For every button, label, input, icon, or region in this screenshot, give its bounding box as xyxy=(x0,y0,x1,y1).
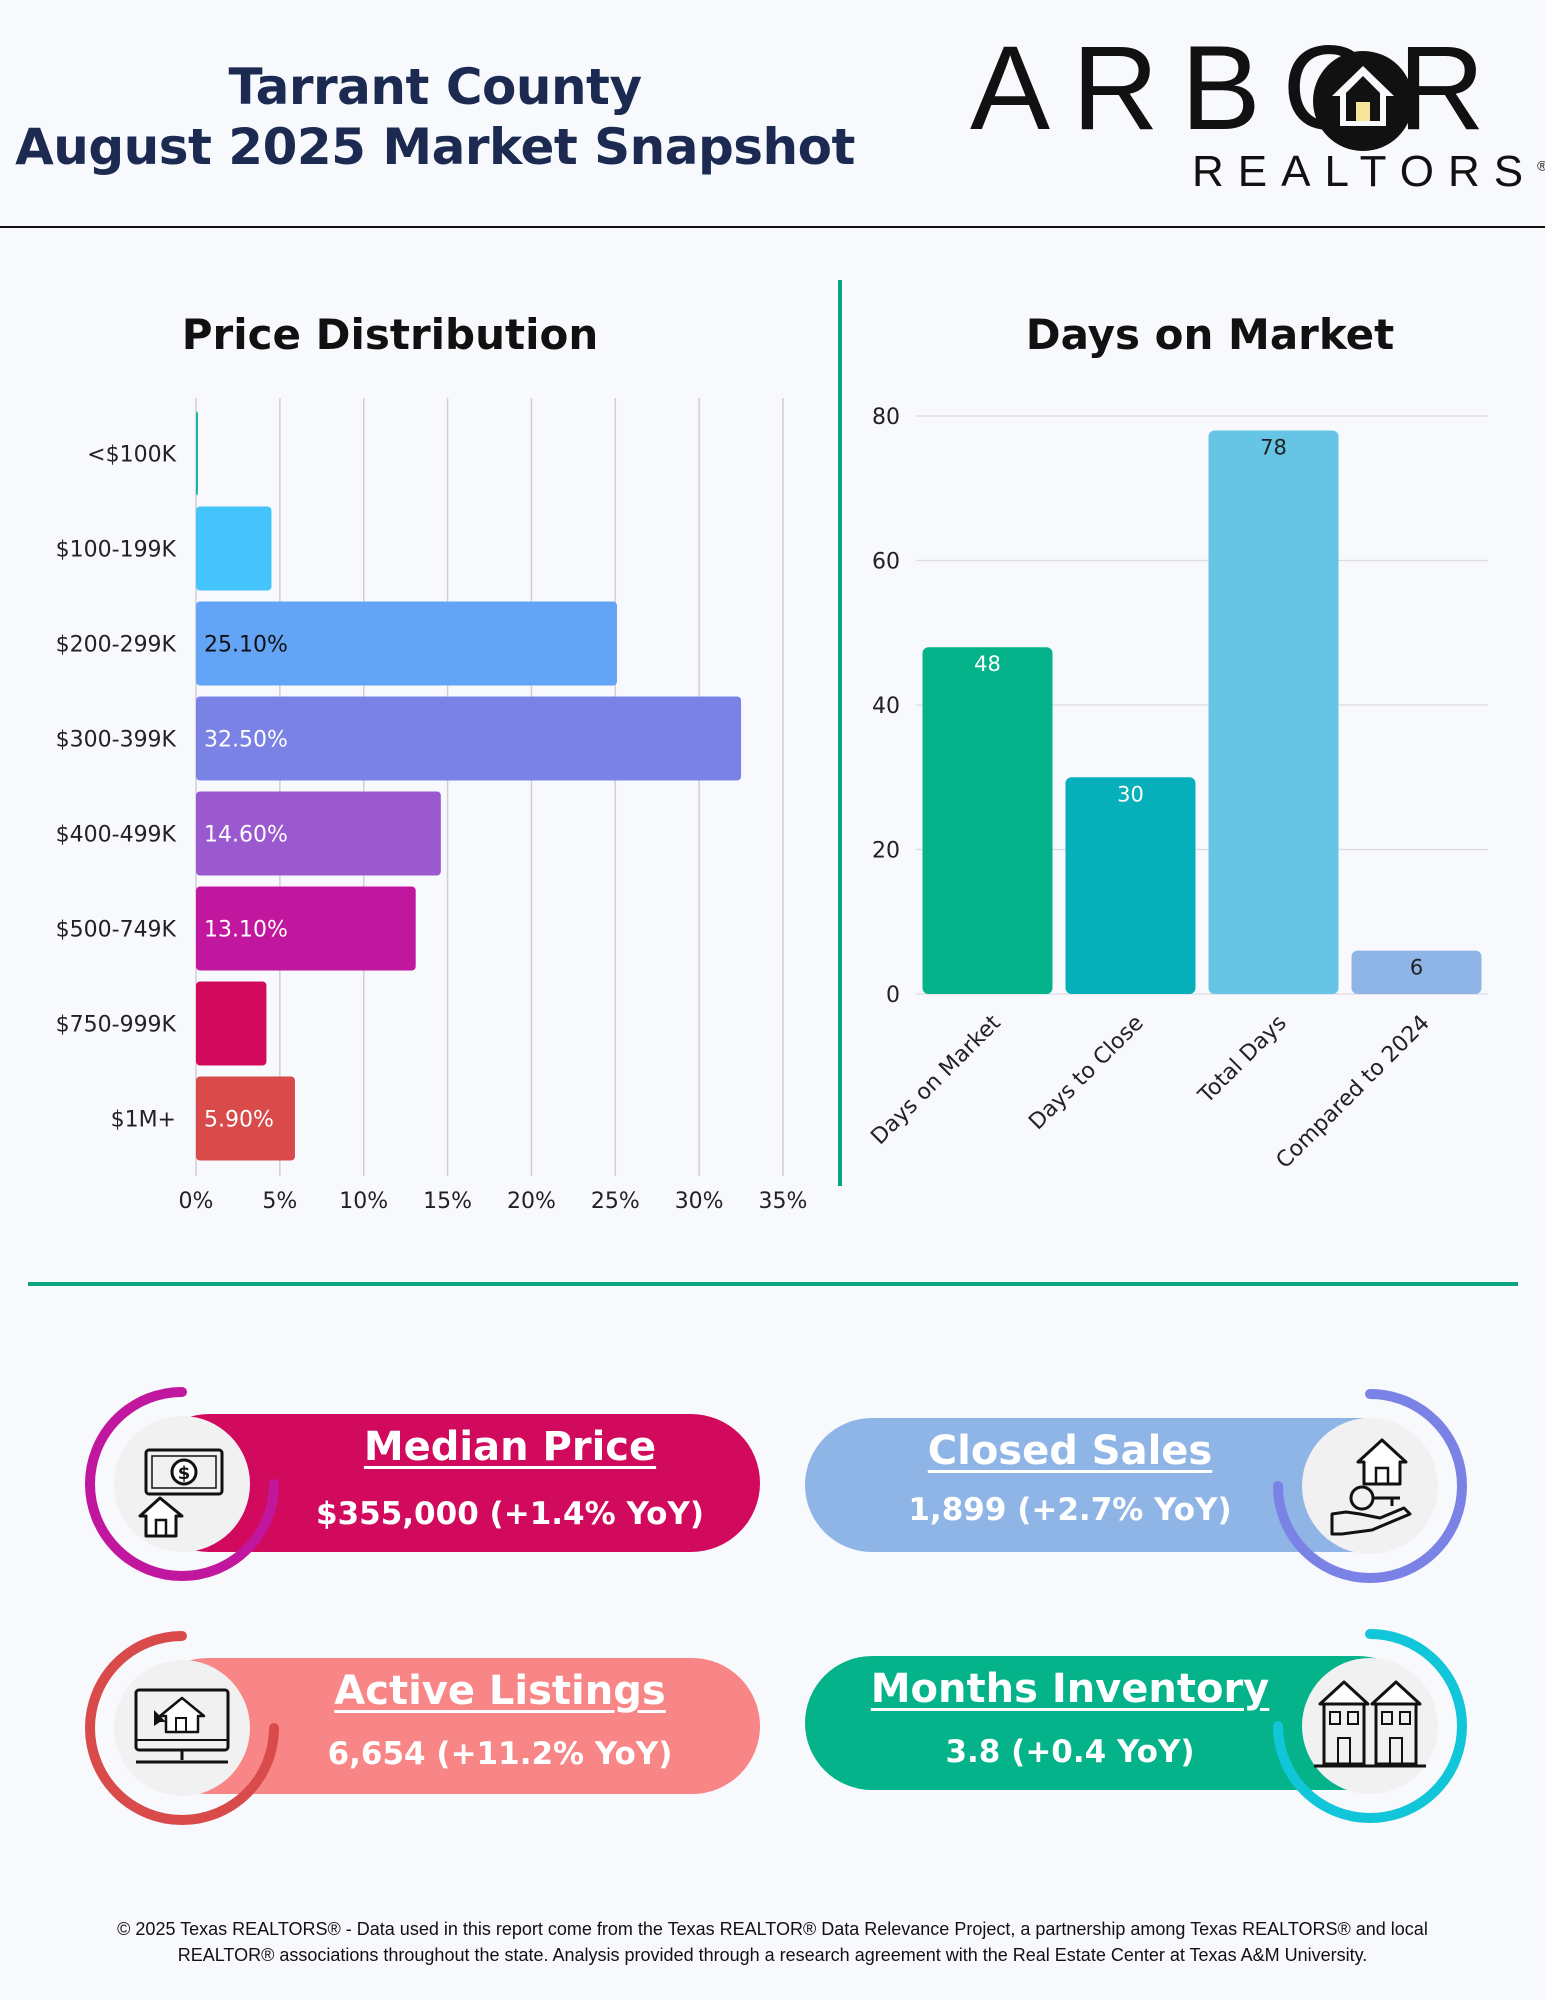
median-price-ring xyxy=(85,1387,279,1581)
months-inventory-ring xyxy=(1273,1629,1467,1823)
y-tick-label: 60 xyxy=(872,550,900,575)
median-price-value: $355,000 (+1.4% YoY) xyxy=(316,1496,704,1532)
x-tick-label: 10% xyxy=(339,1189,388,1210)
y-tick-label: 0 xyxy=(886,983,900,1008)
y-category-label: $500-749K xyxy=(56,918,177,943)
hand-house-key-icon xyxy=(1330,1438,1412,1536)
x-tick-label: 0% xyxy=(179,1189,214,1210)
x-category-label: Days on Market xyxy=(866,1010,1006,1150)
money-house-icon: $ xyxy=(138,1448,224,1538)
y-category-label: $1M+ xyxy=(111,1108,176,1133)
price-distribution-title: Price Distribution xyxy=(181,310,599,359)
header-divider xyxy=(0,226,1545,228)
closed-sales-ring xyxy=(1273,1389,1467,1583)
bar xyxy=(196,791,441,876)
footer-disclaimer: © 2025 Texas REALTORS® - Data used in th… xyxy=(40,1916,1505,1968)
y-category-label: $200-299K xyxy=(56,633,177,658)
townhouses-icon xyxy=(1314,1680,1426,1768)
active-listings-icon-badge xyxy=(114,1660,250,1796)
house-logo-icon xyxy=(1313,51,1413,151)
active-listings-ring xyxy=(85,1631,279,1825)
x-tick-label: 30% xyxy=(675,1189,724,1210)
x-category-label: Days to Close xyxy=(1024,1011,1148,1135)
bar-data-label: 48 xyxy=(974,652,1001,676)
months-inventory-icon-badge xyxy=(1302,1658,1438,1794)
x-tick-label: 5% xyxy=(262,1189,297,1210)
svg-text:$: $ xyxy=(178,1463,191,1484)
logo-word: ARBOR xyxy=(970,21,1507,155)
y-category-label: <$100K xyxy=(87,443,176,468)
x-category-label: Total Days xyxy=(1193,1011,1291,1109)
bar xyxy=(196,601,617,686)
bar xyxy=(922,647,1053,994)
bar-data-label: 25.10% xyxy=(204,633,288,658)
days-on-market-title: Days on Market xyxy=(1025,310,1395,359)
active-listings-title: Active Listings xyxy=(334,1668,666,1714)
bar-data-label: 14.60% xyxy=(204,823,288,848)
horizontal-divider xyxy=(28,1282,1518,1286)
bar xyxy=(196,981,267,1066)
y-tick-label: 80 xyxy=(872,405,900,430)
footer-line-1: © 2025 Texas REALTORS® - Data used in th… xyxy=(117,1919,1428,1939)
logo-sub-text: REALTORS xyxy=(1192,147,1538,196)
bar xyxy=(196,506,272,591)
logo-subtitle: REALTORS® xyxy=(1192,150,1545,194)
x-tick-label: 35% xyxy=(759,1189,808,1210)
closed-sales-value: 1,899 (+2.7% YoY) xyxy=(908,1492,1232,1528)
bar-data-label: 6 xyxy=(1410,956,1423,980)
bar xyxy=(196,411,198,496)
vertical-divider xyxy=(838,280,842,1186)
x-tick-label: 20% xyxy=(507,1189,556,1210)
arbor-logo: ARBOR xyxy=(970,28,1507,148)
page-title-line1: Tarrant County xyxy=(228,58,642,116)
footer-line-2: REALTOR® associations throughout the sta… xyxy=(177,1945,1368,1965)
bar-data-label: 78 xyxy=(1260,435,1287,459)
x-tick-label: 15% xyxy=(423,1189,472,1210)
page-title-line2: August 2025 Market Snapshot xyxy=(15,118,855,176)
closed-sales-icon-badge xyxy=(1302,1418,1438,1554)
y-category-label: $300-399K xyxy=(56,728,177,753)
months-inventory-title: Months Inventory xyxy=(870,1666,1270,1712)
bar-data-label: 32.50% xyxy=(204,728,288,753)
logo-reg-mark: ® xyxy=(1537,157,1545,174)
active-listings-value: 6,654 (+11.2% YoY) xyxy=(327,1736,673,1772)
closed-sales-title: Closed Sales xyxy=(927,1428,1213,1474)
months-inventory-value: 3.8 (+0.4 YoY) xyxy=(945,1734,1195,1770)
y-category-label: $750-999K xyxy=(56,1013,177,1038)
y-tick-label: 20 xyxy=(872,839,900,864)
bar xyxy=(196,886,416,971)
y-category-label: $100-199K xyxy=(56,538,177,563)
bar xyxy=(1351,950,1482,994)
x-tick-label: 25% xyxy=(591,1189,640,1210)
computer-house-icon xyxy=(134,1688,230,1764)
bar-data-label: 30 xyxy=(1117,782,1144,806)
price-distribution-chart: 0% 5% 10% 15% 20% 25% 30% 35% <$100K $100-199K $20… xyxy=(56,398,808,1210)
days-on-market-chart: 0 20 40 60 80 48 Days on Market 30 Days to Close… xyxy=(866,405,1488,1174)
y-tick-label: 40 xyxy=(872,694,900,719)
x-category-label: Compared to 2024 xyxy=(1272,1011,1435,1174)
median-price-title: Median Price xyxy=(363,1424,657,1470)
bar xyxy=(1208,430,1339,994)
bar xyxy=(196,1076,295,1161)
median-price-icon-badge: $ xyxy=(114,1416,250,1552)
bar-data-label: 13.10% xyxy=(204,918,288,943)
bar xyxy=(1065,777,1196,994)
bar-data-label: 5.90% xyxy=(204,1108,274,1133)
y-category-label: $400-499K xyxy=(56,823,177,848)
bar xyxy=(196,696,742,781)
